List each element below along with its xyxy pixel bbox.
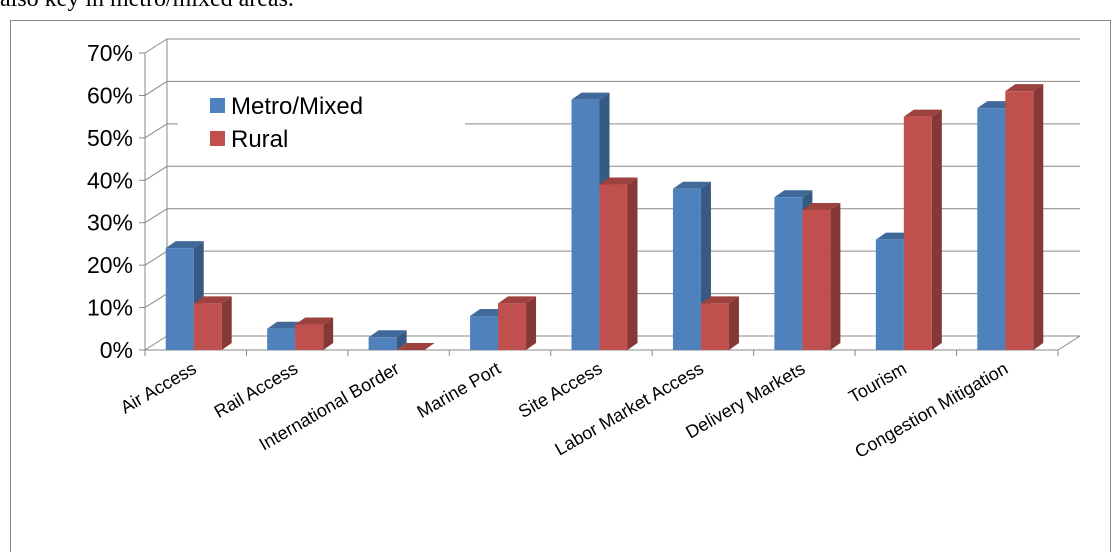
bar bbox=[903, 109, 942, 351]
bar-front bbox=[470, 316, 499, 350]
bar-top bbox=[1005, 84, 1044, 92]
bar-top bbox=[368, 330, 407, 338]
legend-label: Rural bbox=[231, 126, 288, 153]
legend-swatch bbox=[210, 98, 225, 113]
paragraph-fragment: also key in metro/mixed areas. bbox=[0, 0, 294, 13]
bar-front bbox=[193, 303, 222, 350]
bar bbox=[672, 181, 711, 350]
grid-line bbox=[144, 123, 1080, 139]
y-tick-label: 0% bbox=[100, 337, 133, 363]
bar-front bbox=[368, 337, 397, 350]
bar-top bbox=[396, 343, 435, 350]
bar bbox=[700, 296, 739, 350]
bar-front bbox=[977, 108, 1006, 351]
bar bbox=[165, 241, 204, 350]
bar-side bbox=[1033, 84, 1044, 350]
bar-front bbox=[267, 328, 296, 350]
bar-top bbox=[903, 109, 942, 117]
grid-line bbox=[144, 38, 1080, 54]
bar-top bbox=[165, 241, 204, 249]
y-tick-label: 50% bbox=[87, 125, 133, 151]
bar bbox=[396, 343, 435, 350]
bar-front bbox=[165, 248, 194, 350]
bar bbox=[498, 296, 537, 350]
bar-top bbox=[700, 296, 739, 304]
bar-top bbox=[498, 296, 537, 304]
bar-front bbox=[571, 99, 600, 351]
bar-side bbox=[323, 317, 334, 350]
bar-front bbox=[498, 303, 527, 350]
legend-label: Metro/Mixed bbox=[231, 93, 363, 120]
bar-top bbox=[193, 296, 232, 304]
legend-swatch bbox=[210, 131, 225, 146]
bar-front bbox=[599, 184, 628, 350]
bar-front bbox=[774, 197, 803, 350]
bar-front bbox=[903, 116, 932, 351]
bar-side bbox=[396, 330, 407, 350]
bar-top bbox=[672, 181, 711, 189]
legend-box bbox=[178, 88, 465, 165]
bar-front bbox=[700, 303, 729, 350]
bar-top bbox=[571, 92, 610, 100]
bar-side bbox=[221, 296, 232, 350]
bar bbox=[368, 330, 407, 350]
bar bbox=[1005, 84, 1044, 350]
bar bbox=[193, 296, 232, 350]
bar-side bbox=[728, 296, 739, 350]
grid-line bbox=[144, 165, 1080, 181]
bar-front bbox=[802, 209, 831, 350]
y-tick-label: 70% bbox=[87, 40, 133, 66]
bar-front bbox=[672, 188, 701, 350]
bar-top bbox=[774, 190, 813, 198]
bar-top bbox=[802, 202, 841, 210]
bar-front bbox=[1005, 91, 1034, 350]
bar-front bbox=[875, 239, 904, 350]
bar-front bbox=[295, 324, 324, 350]
bar bbox=[802, 202, 841, 350]
y-tick-label: 30% bbox=[87, 210, 133, 236]
bar-side bbox=[526, 296, 537, 350]
bar bbox=[295, 317, 334, 350]
bar bbox=[599, 177, 638, 350]
bar-top bbox=[599, 177, 638, 185]
y-tick-label: 40% bbox=[87, 167, 133, 193]
grid-line bbox=[144, 80, 1080, 96]
bar-top bbox=[295, 317, 334, 325]
y-tick-label: 60% bbox=[87, 82, 133, 108]
bar-side bbox=[931, 109, 942, 351]
bar-side bbox=[627, 177, 638, 350]
y-tick-label: 10% bbox=[87, 295, 133, 321]
y-tick-label: 20% bbox=[87, 252, 133, 278]
bar-side bbox=[830, 202, 841, 350]
